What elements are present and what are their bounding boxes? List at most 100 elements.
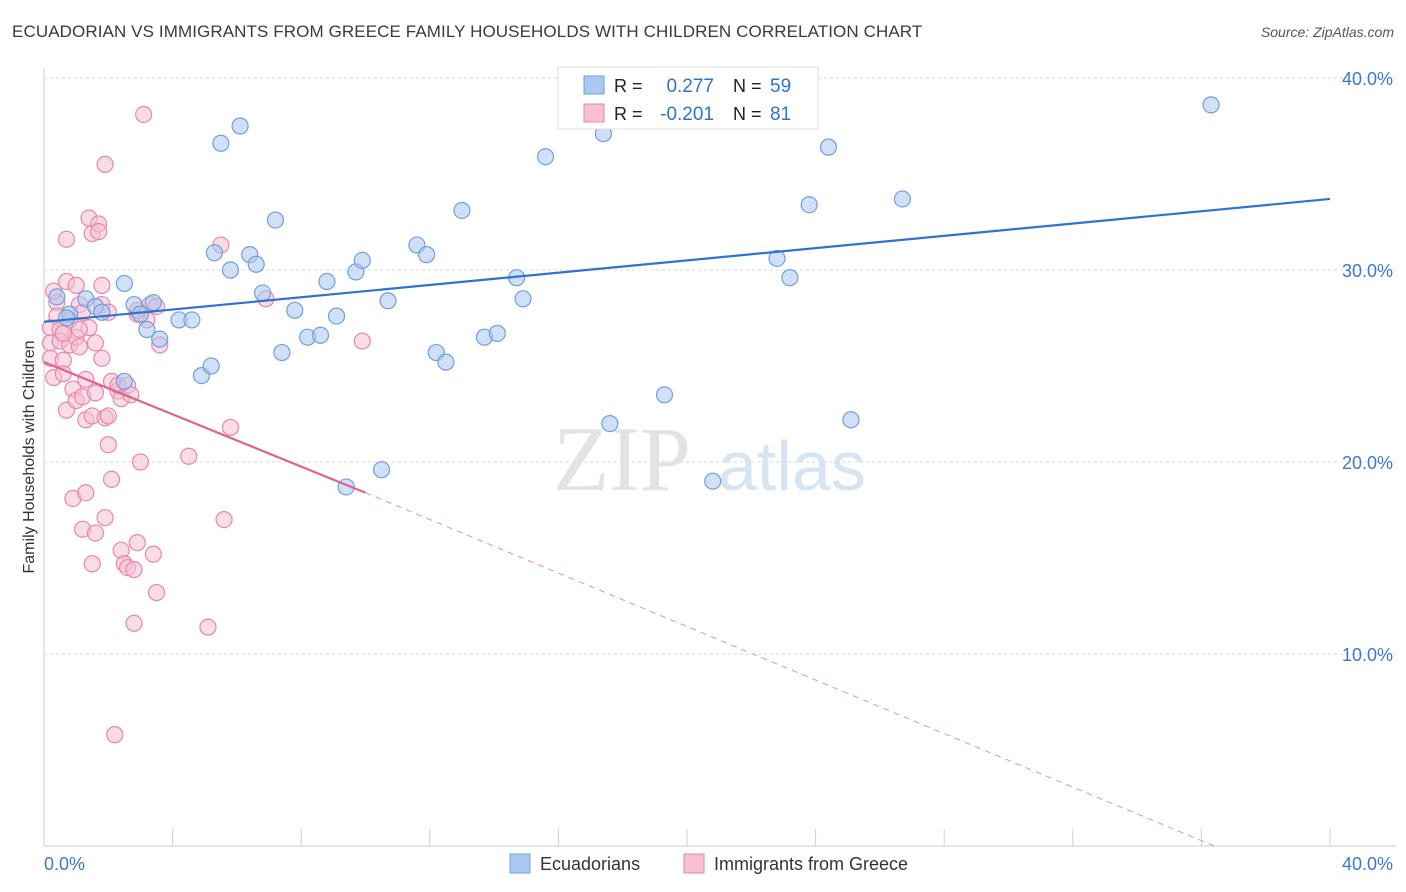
ecuadorian-point xyxy=(842,411,860,429)
series-legend-swatch-ecuadorians xyxy=(509,853,531,874)
ecuadorian-point xyxy=(311,326,330,344)
ecuadorian-point xyxy=(286,301,304,319)
greece-point xyxy=(106,726,124,744)
ecuadorian-point xyxy=(453,201,471,220)
ecuadorian-point xyxy=(372,461,391,479)
y-axis-label: Family Households with Children xyxy=(21,341,38,574)
greece-point xyxy=(102,470,121,488)
tick-layer: 10.0% 20.0% 30.0% 40.0% 0.0% 40.0% xyxy=(44,69,1393,874)
ecuadorian-point xyxy=(151,330,169,348)
ecuadorian-point xyxy=(704,472,722,490)
trend-layer xyxy=(43,197,1331,847)
greece-point xyxy=(70,320,88,339)
greece-point xyxy=(144,545,162,563)
series-legend-label-greece: Immigrants from Greece xyxy=(714,854,908,874)
legend-r-label: R = xyxy=(614,76,643,96)
greece-point xyxy=(96,509,114,527)
ecuadorian-point xyxy=(379,292,397,310)
greece-point xyxy=(54,324,72,342)
greece-point xyxy=(90,223,108,241)
greece-point xyxy=(96,155,114,173)
greece-point xyxy=(93,349,111,367)
ecuadorian-point xyxy=(205,244,223,262)
greece-point xyxy=(353,332,371,350)
ecuadorian-point xyxy=(144,294,162,312)
greece-point xyxy=(93,276,111,294)
chart-source: Source: ZipAtlas.com xyxy=(1260,24,1394,40)
y-tick-label: 10.0% xyxy=(1342,645,1393,665)
ecuadorian-trend-line xyxy=(43,197,1331,323)
greece-point xyxy=(99,407,117,425)
ecuadorian-point xyxy=(247,255,265,273)
legend-n-value-greece: 81 xyxy=(770,104,791,125)
legend-n-label: N = xyxy=(733,104,762,124)
legend-swatch-ecuadorians xyxy=(583,75,605,95)
watermark-zip: ZIP xyxy=(553,408,691,510)
ecuadorian-point xyxy=(417,246,436,264)
greece-point xyxy=(180,447,198,465)
greece-point xyxy=(199,618,217,636)
ecuadorian-point xyxy=(437,353,455,371)
greece-trend-line-extrapolated xyxy=(365,492,1215,847)
x-tick-label-min: 0.0% xyxy=(44,854,85,874)
legend-swatch-greece xyxy=(583,103,605,123)
greece-point xyxy=(128,534,146,552)
ecuadorian-point xyxy=(781,269,799,287)
ecuadorian-point xyxy=(231,117,249,135)
ecuadorian-point xyxy=(183,311,201,329)
watermark-atlas: atlas xyxy=(718,427,866,505)
y-tick-label: 20.0% xyxy=(1342,453,1393,473)
ecuadorian-point xyxy=(273,343,291,362)
legend-r-value-ecuadorians: 0.277 xyxy=(666,76,714,97)
ecuadorian-point xyxy=(57,309,76,327)
ecuadorian-point xyxy=(48,288,66,306)
ecuadorian-point xyxy=(318,272,336,291)
greece-point xyxy=(125,560,143,579)
legend-r-value-greece: -0.201 xyxy=(660,104,714,125)
legend-n-value-ecuadorians: 59 xyxy=(770,76,791,97)
greece-point xyxy=(221,418,240,437)
ecuadorian-point xyxy=(819,138,838,156)
ecuadorian-point xyxy=(893,190,912,208)
legend-r-label: R = xyxy=(614,104,643,124)
ecuadorian-point xyxy=(327,307,346,325)
grid-layer xyxy=(44,77,1396,655)
y-tick-label: 30.0% xyxy=(1342,261,1393,281)
greece-point xyxy=(125,614,143,632)
greece-trend-line xyxy=(43,361,366,494)
ecuadorian-point xyxy=(202,357,220,375)
series-legend: Ecuadorians Immigrants from Greece xyxy=(509,853,908,874)
legend-n-label: N = xyxy=(733,76,762,96)
ecuadorian-point xyxy=(601,415,619,433)
ecuadorian-point xyxy=(115,274,133,293)
greece-point xyxy=(147,583,166,602)
greece-point xyxy=(70,338,88,356)
axis-layer xyxy=(43,68,1396,847)
series-legend-swatch-greece xyxy=(683,853,705,874)
ecuadorian-point xyxy=(138,320,156,339)
greece-point xyxy=(86,524,105,542)
greece-point xyxy=(83,555,101,573)
greece-point xyxy=(131,453,150,471)
greece-point xyxy=(86,384,105,402)
greece-point xyxy=(77,484,95,502)
greece-point xyxy=(215,510,233,529)
greece-point xyxy=(57,230,76,248)
greece-point xyxy=(99,436,117,454)
y-tick-label: 40.0% xyxy=(1342,69,1393,89)
ecuadorian-point xyxy=(1202,96,1220,114)
ecuadorian-point xyxy=(655,386,674,404)
ecuadorian-point xyxy=(266,211,285,229)
ecuadorian-point xyxy=(115,372,133,390)
series-legend-label-ecuadorians: Ecuadorians xyxy=(540,854,640,874)
ecuadorian-point xyxy=(488,324,506,342)
ecuadorian-point xyxy=(800,196,818,214)
ecuadorian-point xyxy=(768,249,786,268)
ecuadorian-point xyxy=(514,290,532,308)
x-tick-label-max: 40.0% xyxy=(1342,854,1393,874)
greece-point xyxy=(67,276,85,294)
greece-point xyxy=(135,105,153,124)
ecuadorian-point xyxy=(254,284,272,302)
ecuadorian-point xyxy=(536,148,555,166)
